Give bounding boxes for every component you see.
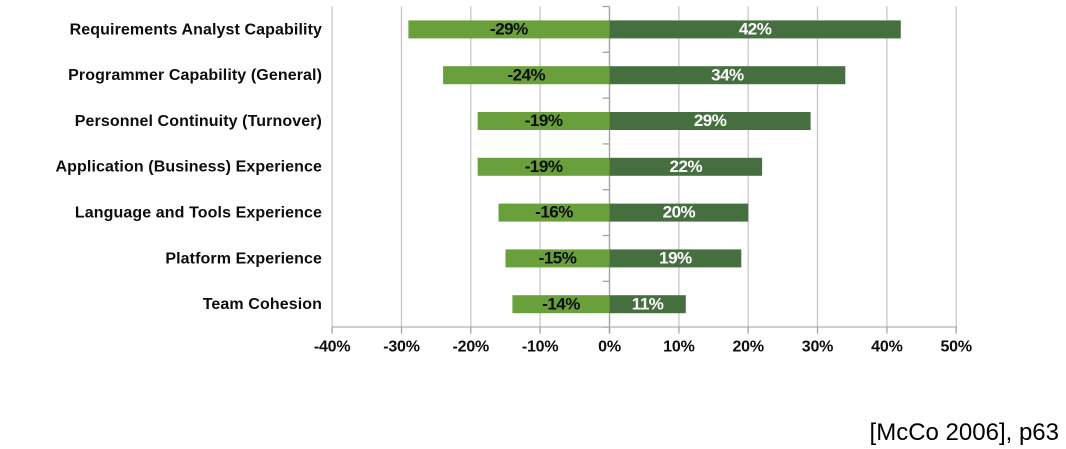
svg-text:-20%: -20%	[453, 339, 490, 356]
svg-text:22%: 22%	[670, 157, 703, 176]
svg-text:-10%: -10%	[522, 339, 559, 356]
svg-text:10%: 10%	[663, 339, 694, 356]
svg-text:Requirements Analyst Capabilit: Requirements Analyst Capability	[70, 21, 322, 38]
svg-text:Platform Experience: Platform Experience	[165, 250, 322, 267]
svg-text:-19%: -19%	[525, 157, 563, 176]
svg-text:Personnel Continuity (Turnover: Personnel Continuity (Turnover)	[75, 113, 322, 130]
svg-text:42%: 42%	[739, 20, 772, 39]
svg-text:-30%: -30%	[383, 339, 420, 356]
svg-text:-29%: -29%	[490, 20, 528, 39]
svg-text:34%: 34%	[711, 65, 744, 84]
svg-text:-19%: -19%	[525, 111, 563, 130]
svg-text:-40%: -40%	[314, 339, 351, 356]
svg-text:[McCo 2006], p63: [McCo 2006], p63	[870, 419, 1059, 446]
svg-text:0%: 0%	[598, 339, 621, 356]
svg-text:Application (Business) Experie: Application (Business) Experience	[56, 159, 322, 176]
svg-text:-14%: -14%	[542, 294, 580, 313]
svg-text:Team Cohesion: Team Cohesion	[203, 296, 322, 313]
svg-text:-15%: -15%	[539, 249, 577, 268]
svg-text:29%: 29%	[694, 111, 727, 130]
svg-text:20%: 20%	[732, 339, 763, 356]
svg-text:Programmer Capability (General: Programmer Capability (General)	[68, 67, 322, 84]
svg-text:-16%: -16%	[535, 203, 573, 222]
svg-text:40%: 40%	[871, 339, 902, 356]
svg-text:Language and Tools Experience: Language and Tools Experience	[75, 205, 322, 222]
svg-text:20%: 20%	[663, 203, 696, 222]
svg-text:30%: 30%	[802, 339, 833, 356]
svg-text:11%: 11%	[632, 294, 664, 313]
svg-text:19%: 19%	[659, 249, 692, 268]
svg-text:-24%: -24%	[507, 65, 545, 84]
svg-text:50%: 50%	[940, 339, 971, 356]
